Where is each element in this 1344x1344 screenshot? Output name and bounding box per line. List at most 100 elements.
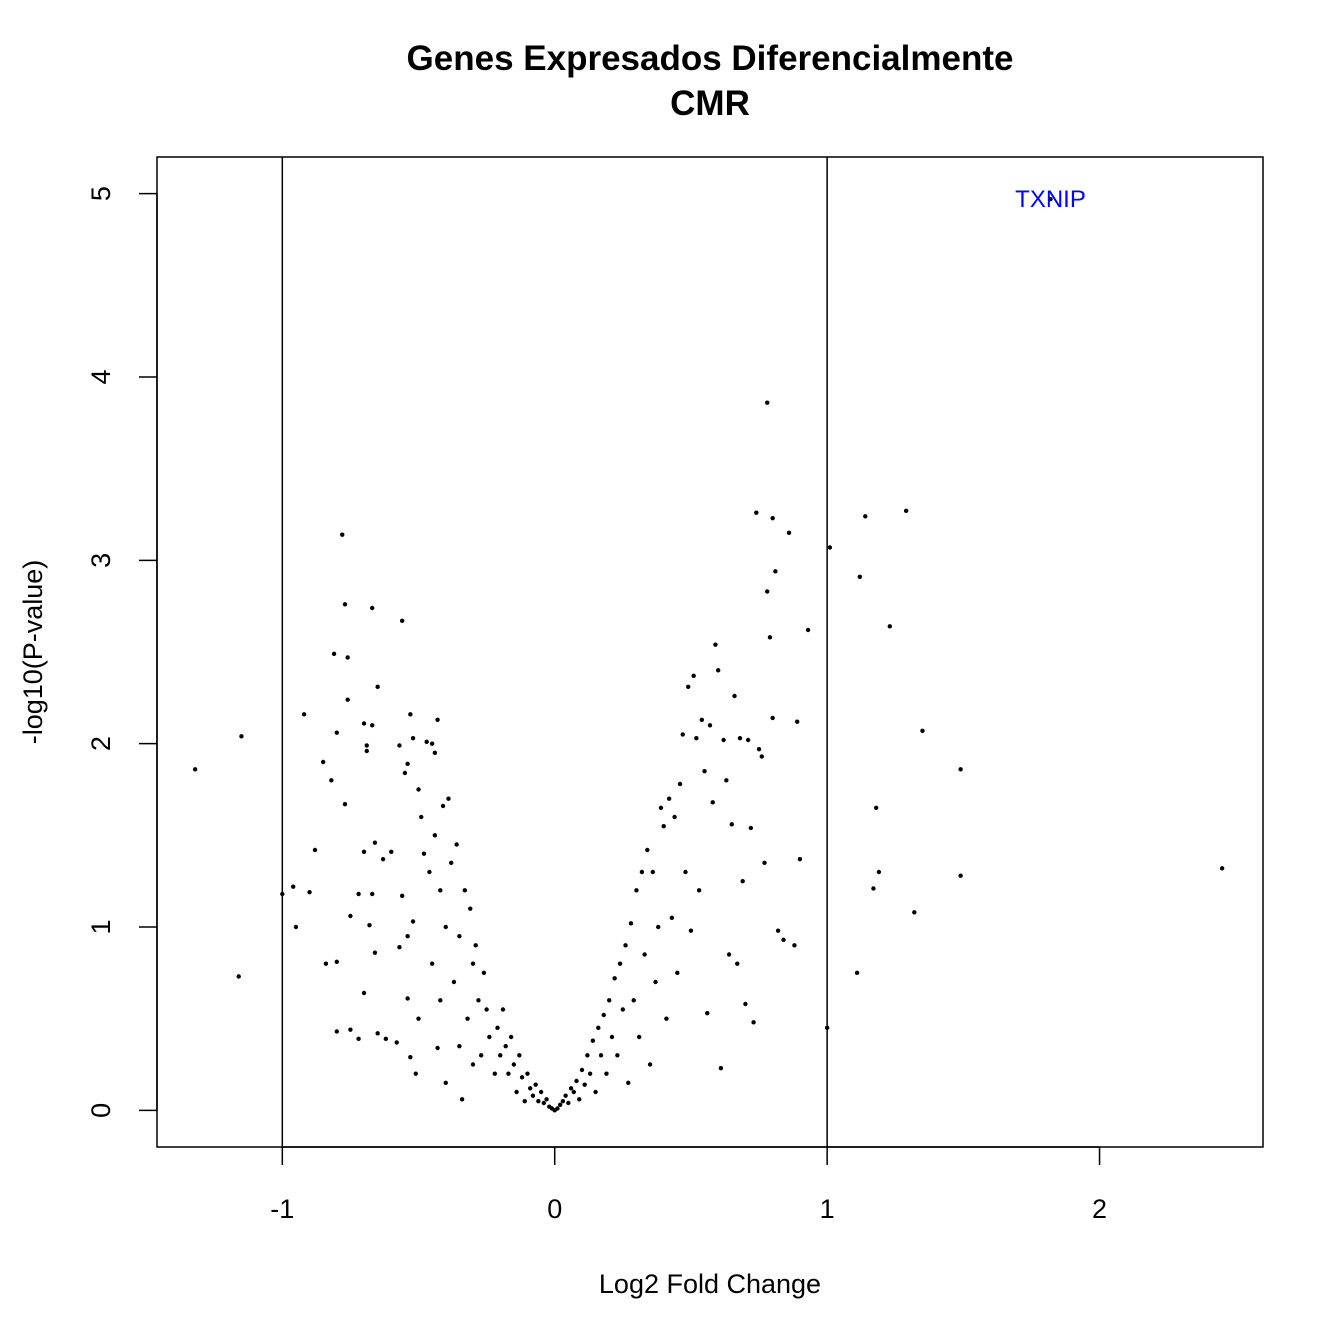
data-point: [334, 1029, 339, 1034]
data-point: [958, 873, 963, 878]
data-point: [871, 886, 876, 891]
data-point: [291, 884, 296, 889]
data-point: [765, 589, 770, 594]
x-tick-label: -1: [270, 1194, 294, 1224]
data-point: [920, 728, 925, 734]
data-point: [236, 974, 241, 979]
data-point: [1219, 866, 1225, 871]
data-point: [672, 814, 677, 820]
data-point: [724, 778, 729, 783]
data-point: [593, 1089, 598, 1095]
data-point: [438, 998, 443, 1003]
data-point: [345, 697, 350, 702]
data-point: [432, 833, 438, 838]
data-point: [675, 970, 680, 976]
data-point: [596, 1025, 601, 1031]
data-point: [405, 996, 410, 1001]
data-point: [585, 1053, 590, 1058]
data-point: [563, 1093, 568, 1098]
data-point: [857, 574, 863, 580]
data-point: [854, 970, 860, 976]
data-point: [694, 735, 699, 741]
data-point: [239, 734, 244, 739]
data-point: [370, 723, 375, 728]
y-tick-label: 3: [86, 553, 116, 568]
data-point: [356, 891, 361, 897]
data-point: [519, 1075, 525, 1080]
data-point: [375, 684, 380, 690]
data-point: [735, 961, 740, 966]
chart-subtitle: CMR: [670, 84, 750, 123]
data-point: [628, 921, 634, 926]
data-point: [331, 651, 337, 657]
data-point: [528, 1086, 533, 1091]
data-point: [686, 684, 691, 690]
data-point: [429, 961, 435, 966]
data-point: [492, 1071, 497, 1076]
data-point: [699, 717, 705, 723]
data-point: [525, 1071, 530, 1076]
data-point: [729, 822, 734, 827]
data-point: [726, 952, 732, 957]
data-point: [538, 1089, 544, 1095]
data-point: [710, 800, 715, 805]
y-axis-label: -log10(P-value): [18, 560, 48, 745]
data-point: [912, 910, 917, 915]
data-point: [669, 915, 675, 921]
data-point: [405, 933, 410, 939]
data-point: [361, 990, 367, 996]
y-tick-label: 2: [86, 736, 116, 751]
data-point: [612, 976, 617, 981]
data-point: [465, 1016, 470, 1021]
data-point: [457, 1043, 462, 1049]
data-point: [457, 933, 462, 939]
data-point: [658, 805, 664, 811]
data-point: [557, 1102, 563, 1108]
data-point: [348, 913, 353, 919]
data-point: [348, 1027, 353, 1032]
data-point: [399, 893, 405, 899]
data-point: [506, 1071, 511, 1076]
data-point: [634, 888, 639, 893]
data-point: [320, 759, 326, 765]
data-point: [484, 1007, 489, 1012]
data-point: [1048, 196, 1053, 202]
data-point: [449, 860, 454, 866]
data-point: [560, 1098, 566, 1104]
data-point: [759, 754, 764, 759]
data-point: [903, 508, 909, 514]
data-point: [470, 961, 476, 966]
data-point: [394, 1040, 399, 1045]
y-tick-label: 1: [86, 919, 116, 934]
data-point: [410, 735, 416, 741]
data-point: [462, 888, 468, 893]
data-point: [429, 741, 435, 746]
data-point: [508, 1034, 514, 1040]
data-point: [609, 1034, 615, 1040]
data-point: [754, 510, 759, 515]
data-point: [383, 1036, 389, 1042]
data-point: [530, 1093, 536, 1098]
data-point: [511, 1062, 517, 1067]
x-tick-label: 1: [820, 1194, 835, 1224]
x-axis: -1 0 1 2: [270, 1146, 1107, 1224]
data-point: [451, 979, 457, 985]
data-point: [503, 1043, 508, 1049]
y-tick-label: 0: [86, 1103, 116, 1118]
data-point: [361, 721, 367, 726]
data-point: [590, 1038, 596, 1043]
data-point: [192, 767, 198, 772]
data-point: [765, 400, 770, 405]
data-points: [192, 196, 1225, 1113]
plot-frame: [156, 156, 1264, 1148]
data-point: [587, 1071, 593, 1076]
data-point: [661, 823, 666, 829]
data-point: [721, 737, 726, 743]
data-point: [380, 856, 386, 862]
data-point: [577, 1097, 582, 1102]
data-point: [775, 928, 781, 933]
data-point: [566, 1100, 571, 1106]
data-point: [797, 856, 803, 862]
data-point: [427, 869, 432, 875]
data-point: [517, 1053, 522, 1058]
